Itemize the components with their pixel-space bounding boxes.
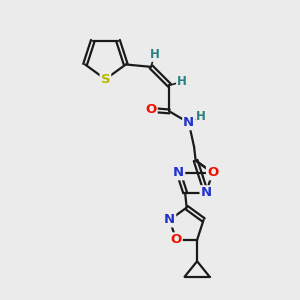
Text: O: O — [146, 103, 157, 116]
Text: O: O — [170, 233, 182, 246]
Text: H: H — [196, 110, 206, 123]
Text: N: N — [164, 213, 175, 226]
Text: N: N — [183, 116, 194, 129]
Text: H: H — [150, 48, 160, 61]
Text: O: O — [207, 166, 218, 179]
Text: S: S — [100, 73, 110, 86]
Text: N: N — [173, 166, 184, 179]
Text: H: H — [177, 75, 187, 88]
Text: N: N — [200, 186, 212, 199]
